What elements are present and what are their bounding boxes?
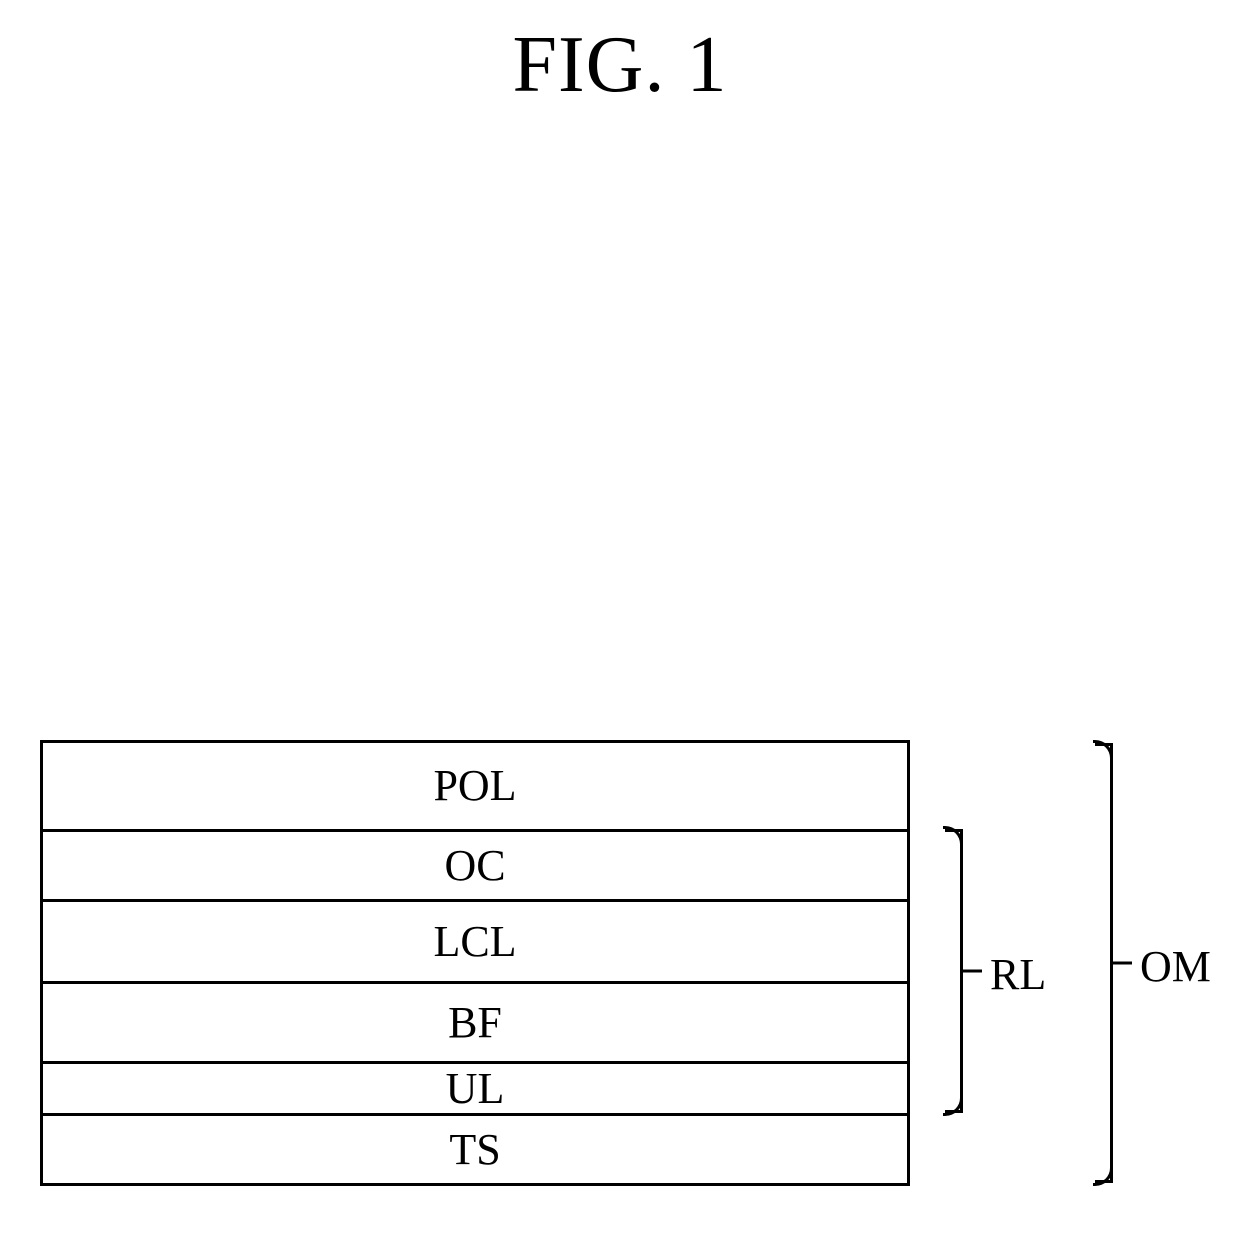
bracket-om bbox=[1090, 743, 1113, 1183]
layer-ts: TS bbox=[43, 1113, 907, 1183]
layer-stack: POLOCLCLBFULTS bbox=[40, 740, 910, 1186]
figure-page: FIG. 1 POLOCLCLBFULTS RL OM bbox=[0, 0, 1240, 1257]
bracket-label-rl: RL bbox=[990, 949, 1046, 1000]
bracket-label-om: OM bbox=[1140, 941, 1211, 992]
layer-bf: BF bbox=[43, 981, 907, 1061]
bracket-rl bbox=[940, 829, 963, 1113]
layer-ul: UL bbox=[43, 1061, 907, 1113]
layer-lcl: LCL bbox=[43, 899, 907, 981]
layer-oc: OC bbox=[43, 829, 907, 899]
figure-title: FIG. 1 bbox=[0, 20, 1240, 111]
layer-pol: POL bbox=[43, 743, 907, 829]
